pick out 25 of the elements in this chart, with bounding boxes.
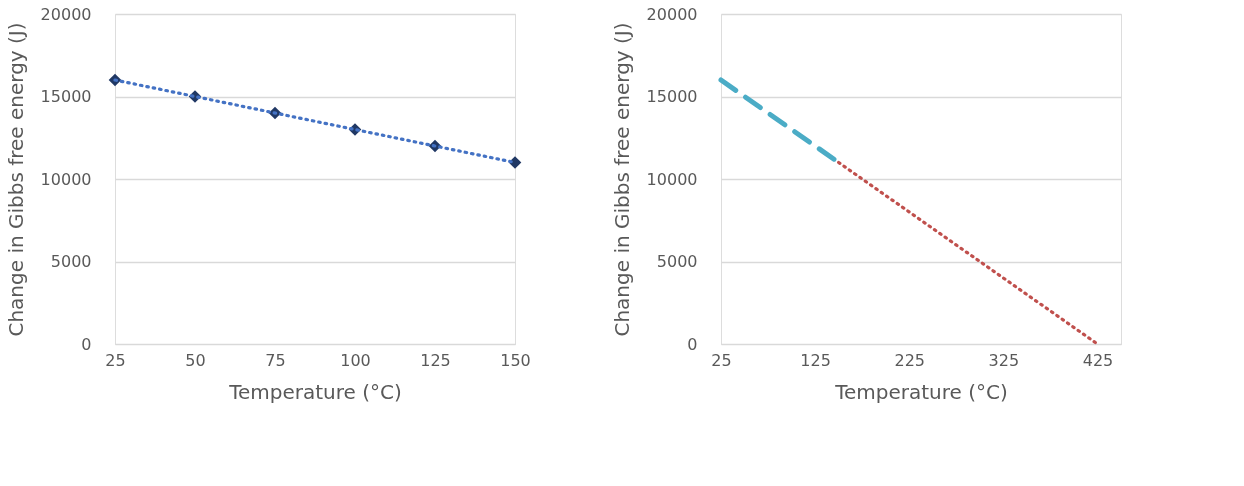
x-tick-label: 100 bbox=[340, 350, 371, 370]
x-tick-label: 150 bbox=[500, 350, 531, 370]
x-tick-label: 425 bbox=[1082, 350, 1114, 370]
x-tick-label: 50 bbox=[185, 350, 206, 370]
y-tick-label: 15000 bbox=[40, 87, 92, 106]
x-axis-title: Temperature (°C) bbox=[228, 379, 402, 404]
y-tick-label: 15000 bbox=[646, 87, 698, 106]
y-tick-label: 5000 bbox=[656, 252, 698, 271]
y-axis-title: Change in Gibbs free energy (J) bbox=[609, 22, 634, 337]
x-tick-label: 25 bbox=[105, 350, 126, 370]
x-tick-label: 25 bbox=[711, 350, 732, 370]
x-tick-label: 125 bbox=[800, 350, 831, 370]
y-tick-label: 10000 bbox=[646, 169, 698, 189]
y-tick-label: 5000 bbox=[50, 252, 92, 271]
y-tick-label: 0 bbox=[81, 334, 92, 354]
x-axis-title: Temperature (°C) bbox=[834, 379, 1008, 404]
y-tick-label: 10000 bbox=[40, 169, 92, 189]
x-tick-label: 75 bbox=[265, 350, 286, 370]
y-axis-title: Change in Gibbs free energy (J) bbox=[3, 22, 28, 337]
y-tick-label: 0 bbox=[687, 334, 698, 354]
y-tick-label: 20000 bbox=[646, 4, 698, 24]
y-tick-label: 20000 bbox=[40, 4, 92, 24]
x-tick-label: 125 bbox=[420, 350, 451, 370]
x-tick-label: 225 bbox=[894, 350, 926, 370]
x-tick-label: 325 bbox=[988, 350, 1020, 370]
